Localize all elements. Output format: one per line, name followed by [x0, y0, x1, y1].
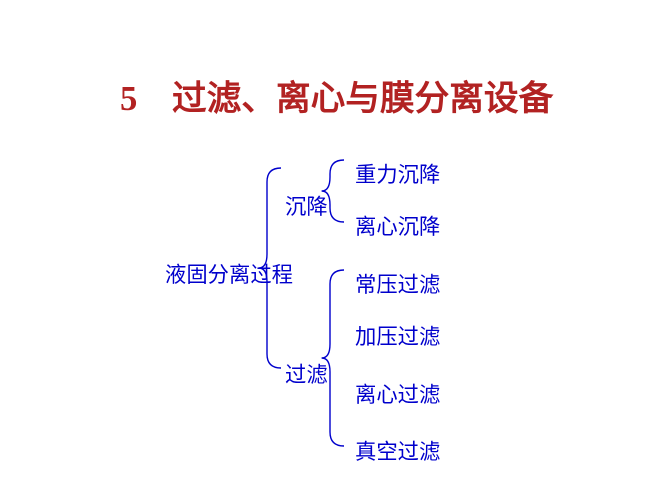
tree-node-leaf: 离心过滤	[355, 378, 440, 409]
brace-icon	[316, 160, 344, 222]
brace-icon	[253, 168, 281, 368]
slide-title-number: 5	[120, 80, 137, 119]
slide-title-text: 过滤、离心与膜分离设备	[172, 70, 553, 120]
slide-title: 5 过滤、离心与膜分离设备	[120, 70, 553, 120]
tree-node-leaf: 真空过滤	[355, 435, 440, 466]
tree-node-leaf: 加压过滤	[355, 320, 440, 351]
tree-node-leaf: 常压过滤	[355, 268, 440, 299]
tree-node-leaf: 重力沉降	[355, 158, 440, 189]
tree-node-leaf: 离心沉降	[355, 210, 440, 241]
brace-icon	[316, 270, 344, 446]
